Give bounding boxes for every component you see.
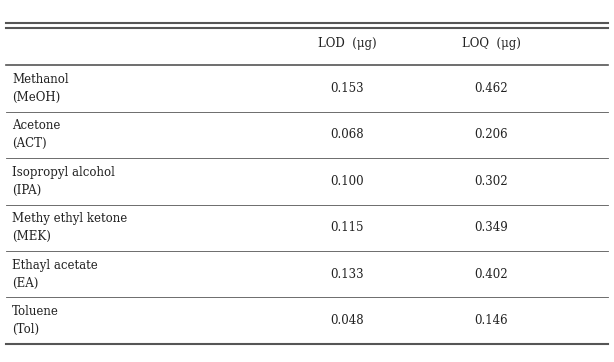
Text: Isopropyl alcohol
(IPA): Isopropyl alcohol (IPA) [12, 166, 115, 197]
Text: 0.068: 0.068 [330, 129, 363, 141]
Text: 0.153: 0.153 [330, 82, 363, 95]
Text: 0.146: 0.146 [475, 314, 508, 327]
Text: Methanol
(MeOH): Methanol (MeOH) [12, 73, 69, 104]
Text: Acetone
(ACT): Acetone (ACT) [12, 119, 61, 150]
Text: 0.302: 0.302 [475, 175, 508, 188]
Text: 0.133: 0.133 [330, 268, 363, 281]
Text: 0.115: 0.115 [330, 221, 363, 234]
Text: 0.402: 0.402 [475, 268, 508, 281]
Text: 0.206: 0.206 [475, 129, 508, 141]
Text: 0.100: 0.100 [330, 175, 363, 188]
Text: Ethayl acetate
(EA): Ethayl acetate (EA) [12, 259, 98, 290]
Text: Methy ethyl ketone
(MEK): Methy ethyl ketone (MEK) [12, 212, 128, 243]
Text: Toluene
(Tol): Toluene (Tol) [12, 305, 59, 336]
Text: 0.462: 0.462 [475, 82, 508, 95]
Text: LOD  (μg): LOD (μg) [317, 37, 376, 50]
Text: LOQ  (μg): LOQ (μg) [462, 37, 521, 50]
Text: 0.048: 0.048 [330, 314, 363, 327]
Text: 0.349: 0.349 [475, 221, 508, 234]
